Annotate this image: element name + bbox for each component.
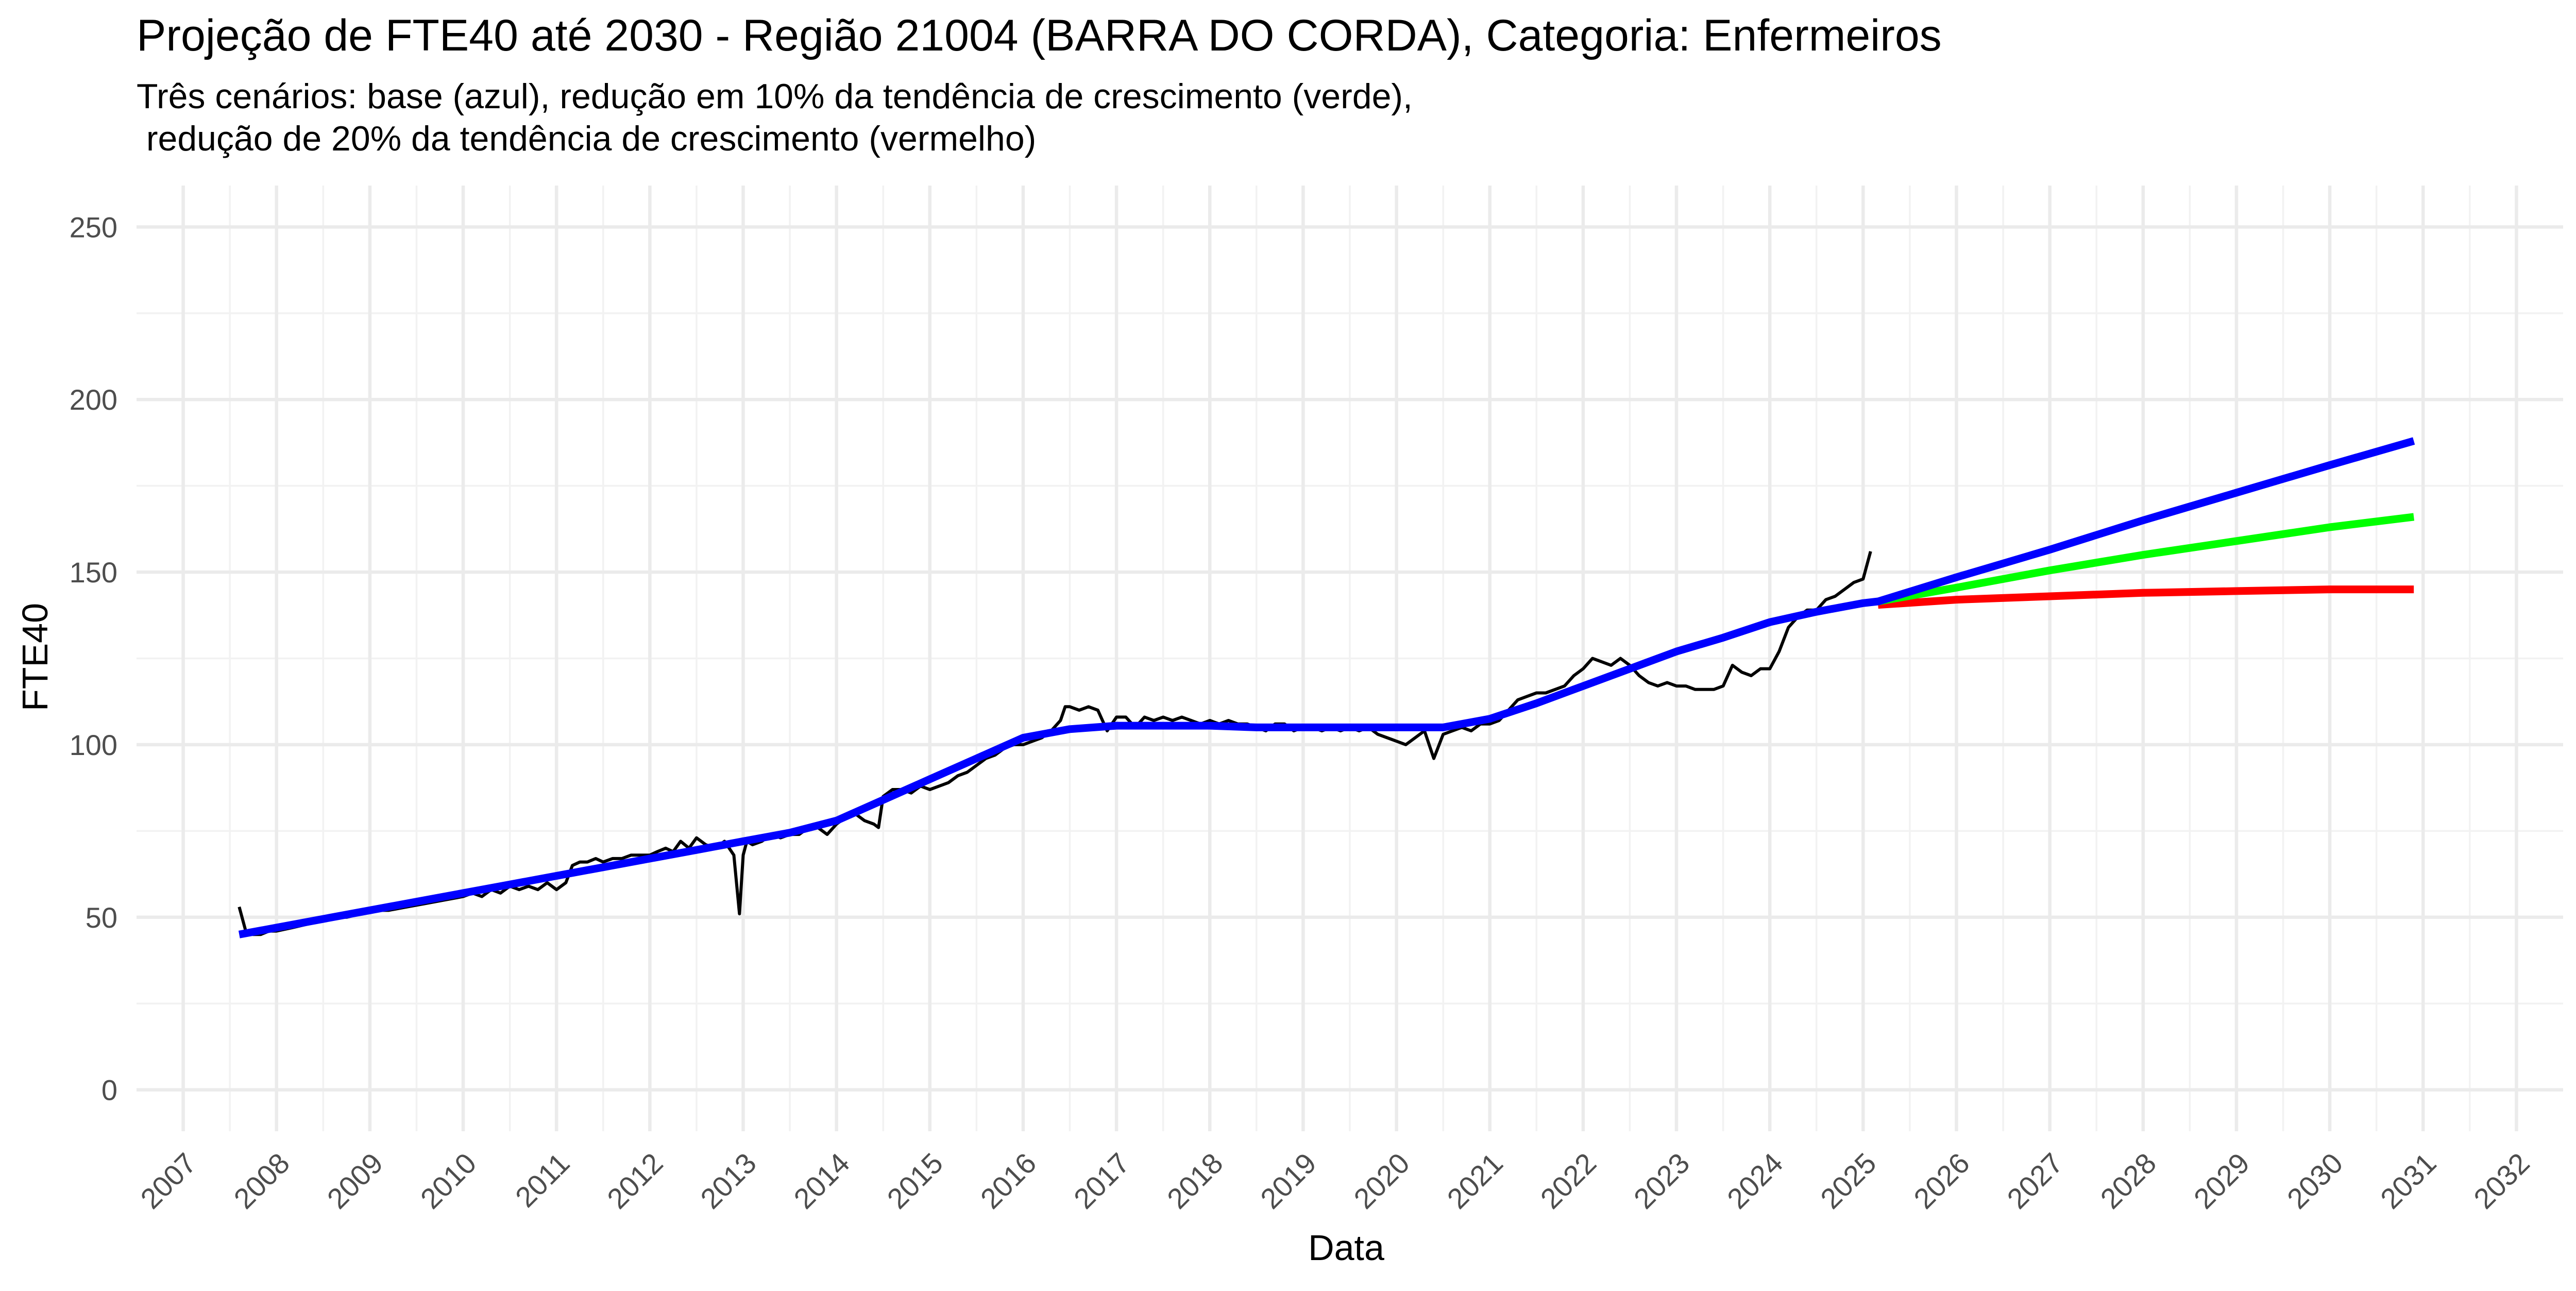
chart-subtitle-line-1: Três cenários: base (azul), redução em 1… — [137, 77, 1413, 116]
x-tick-label: 2011 — [509, 1147, 576, 1214]
series-line-reduction-10 — [1877, 513, 2415, 606]
chart-title: Projeção de FTE40 até 2030 - Região 2100… — [137, 11, 1942, 60]
y-tick-label: 250 — [70, 211, 117, 243]
x-tick-label: 2027 — [2001, 1147, 2069, 1215]
plot-series — [238, 437, 2415, 938]
x-tick-label: 2022 — [1534, 1147, 1603, 1215]
y-tick-label: 150 — [70, 556, 117, 589]
x-tick-label: 2023 — [1628, 1147, 1696, 1215]
x-tick-label: 2032 — [2467, 1147, 2536, 1215]
x-tick-label: 2021 — [1440, 1147, 1509, 1215]
x-tick-label: 2012 — [601, 1147, 669, 1215]
series-line-base — [238, 437, 2415, 938]
x-tick-label: 2026 — [1907, 1147, 1976, 1215]
series-line-reduction-20 — [1877, 585, 2414, 609]
x-tick-label: 2015 — [881, 1147, 950, 1215]
y-tick-label: 200 — [70, 383, 117, 416]
x-tick-label: 2016 — [974, 1147, 1043, 1215]
x-tick-label: 2010 — [414, 1147, 483, 1215]
x-tick-label: 2024 — [1721, 1147, 1789, 1215]
x-tick-label: 2014 — [787, 1147, 856, 1215]
y-tick-label: 50 — [86, 901, 117, 934]
x-tick-label: 2017 — [1067, 1147, 1136, 1215]
y-tick-label: 100 — [70, 729, 117, 761]
x-axis-title: Data — [1308, 1228, 1384, 1268]
x-tick-label: 2025 — [1814, 1147, 1883, 1215]
y-tick-label: 0 — [101, 1074, 117, 1106]
x-tick-label: 2019 — [1254, 1147, 1323, 1215]
x-tick-label: 2013 — [694, 1147, 762, 1215]
x-tick-label: 2029 — [2188, 1147, 2256, 1215]
x-tick-label: 2008 — [227, 1147, 296, 1215]
series-line-observed — [238, 551, 1872, 936]
x-tick-label: 2018 — [1161, 1147, 1229, 1215]
x-tick-label: 2028 — [2094, 1147, 2163, 1215]
x-tick-label: 2020 — [1347, 1147, 1416, 1215]
chart-subtitle-line-2: redução de 20% da tendência de crescimen… — [137, 119, 1036, 158]
x-tick-label: 2007 — [134, 1147, 202, 1215]
y-axis-title: FTE40 — [15, 603, 55, 711]
x-tick-label: 2031 — [2374, 1147, 2443, 1215]
x-tick-label: 2009 — [321, 1147, 389, 1215]
plot-gridlines — [137, 186, 2563, 1131]
x-tick-label: 2030 — [2281, 1147, 2349, 1215]
